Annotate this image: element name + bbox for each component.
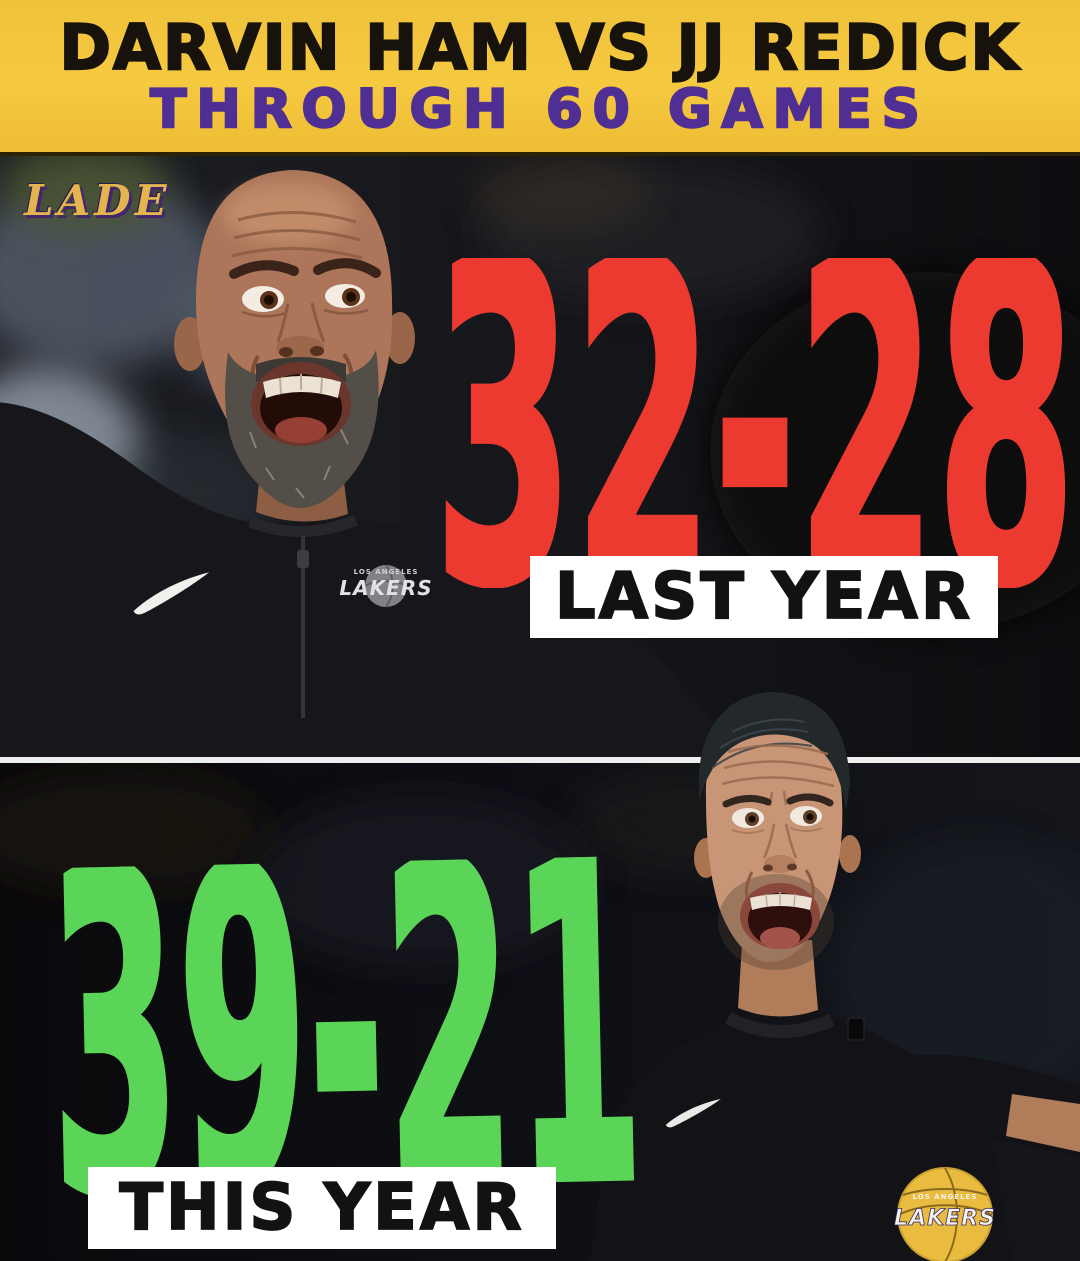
crew-collar [725, 1012, 835, 1038]
lakers-city-text: LOS ANGELES [913, 1193, 978, 1201]
open-mouth [740, 883, 820, 949]
nike-swoosh-icon [133, 572, 210, 615]
clip-microphone [847, 1017, 865, 1041]
last-year-record: 32-28 [431, 258, 1080, 588]
last-year-label: LAST YEAR [530, 556, 998, 638]
last-year-section: LOS ANGELES LAKERS [0, 152, 1080, 762]
lade-watermark: LADE [24, 176, 171, 225]
last-year-label-text: LAST YEAR [554, 559, 974, 635]
jj-head [694, 692, 861, 970]
nose [276, 302, 326, 360]
slicked-hair [698, 692, 850, 810]
darvin-ham-photo: LOS ANGELES LAKERS [0, 170, 735, 762]
last-year-record-text: 32-28 [434, 258, 1076, 588]
matchup-title: DARVIN HAM VS JJ REDICK [58, 10, 1021, 84]
eyes [241, 284, 369, 318]
eyebrows [229, 258, 381, 279]
nike-swoosh-icon [665, 1099, 721, 1128]
forehead-wrinkles [721, 744, 835, 807]
right-ear [385, 312, 415, 364]
lakers-wordmark-text: LAKERS [894, 1206, 996, 1231]
lakers-city-text: LOS ANGELES [354, 568, 419, 576]
beard-gray-flecks [249, 427, 349, 499]
lakers-wordmark-text: LAKERS [339, 576, 432, 600]
this-year-label: THIS YEAR [88, 1167, 556, 1249]
lakers-chest-logo: LOS ANGELES LAKERS [339, 564, 432, 608]
this-year-record-text: 39-21 [45, 856, 648, 1198]
jj-forearm [1006, 1094, 1080, 1152]
darvin-head [174, 170, 415, 508]
divider-line [0, 757, 1080, 763]
lakers-badge: LOS ANGELES LAKERS [894, 1167, 996, 1261]
nose [762, 823, 798, 873]
header-banner: DARVIN HAM VS JJ REDICK THROUGH 60 GAMES [0, 0, 1080, 156]
right-ear [839, 835, 861, 873]
forehead-wrinkles [231, 211, 363, 260]
darvin-jacket: LOS ANGELES LAKERS [0, 402, 735, 762]
open-mouth [251, 362, 351, 446]
jj-shirt: LOS ANGELES LAKERS [590, 1011, 1080, 1261]
eyes [731, 806, 823, 834]
this-year-record: 39-21 [43, 856, 650, 1198]
matchup-subtitle: THROUGH 60 GAMES [149, 78, 930, 140]
this-year-label-text: THIS YEAR [118, 1170, 525, 1246]
jj-redick-photo: LOS ANGELES LAKERS [590, 692, 1080, 1261]
eyebrows [722, 793, 834, 808]
